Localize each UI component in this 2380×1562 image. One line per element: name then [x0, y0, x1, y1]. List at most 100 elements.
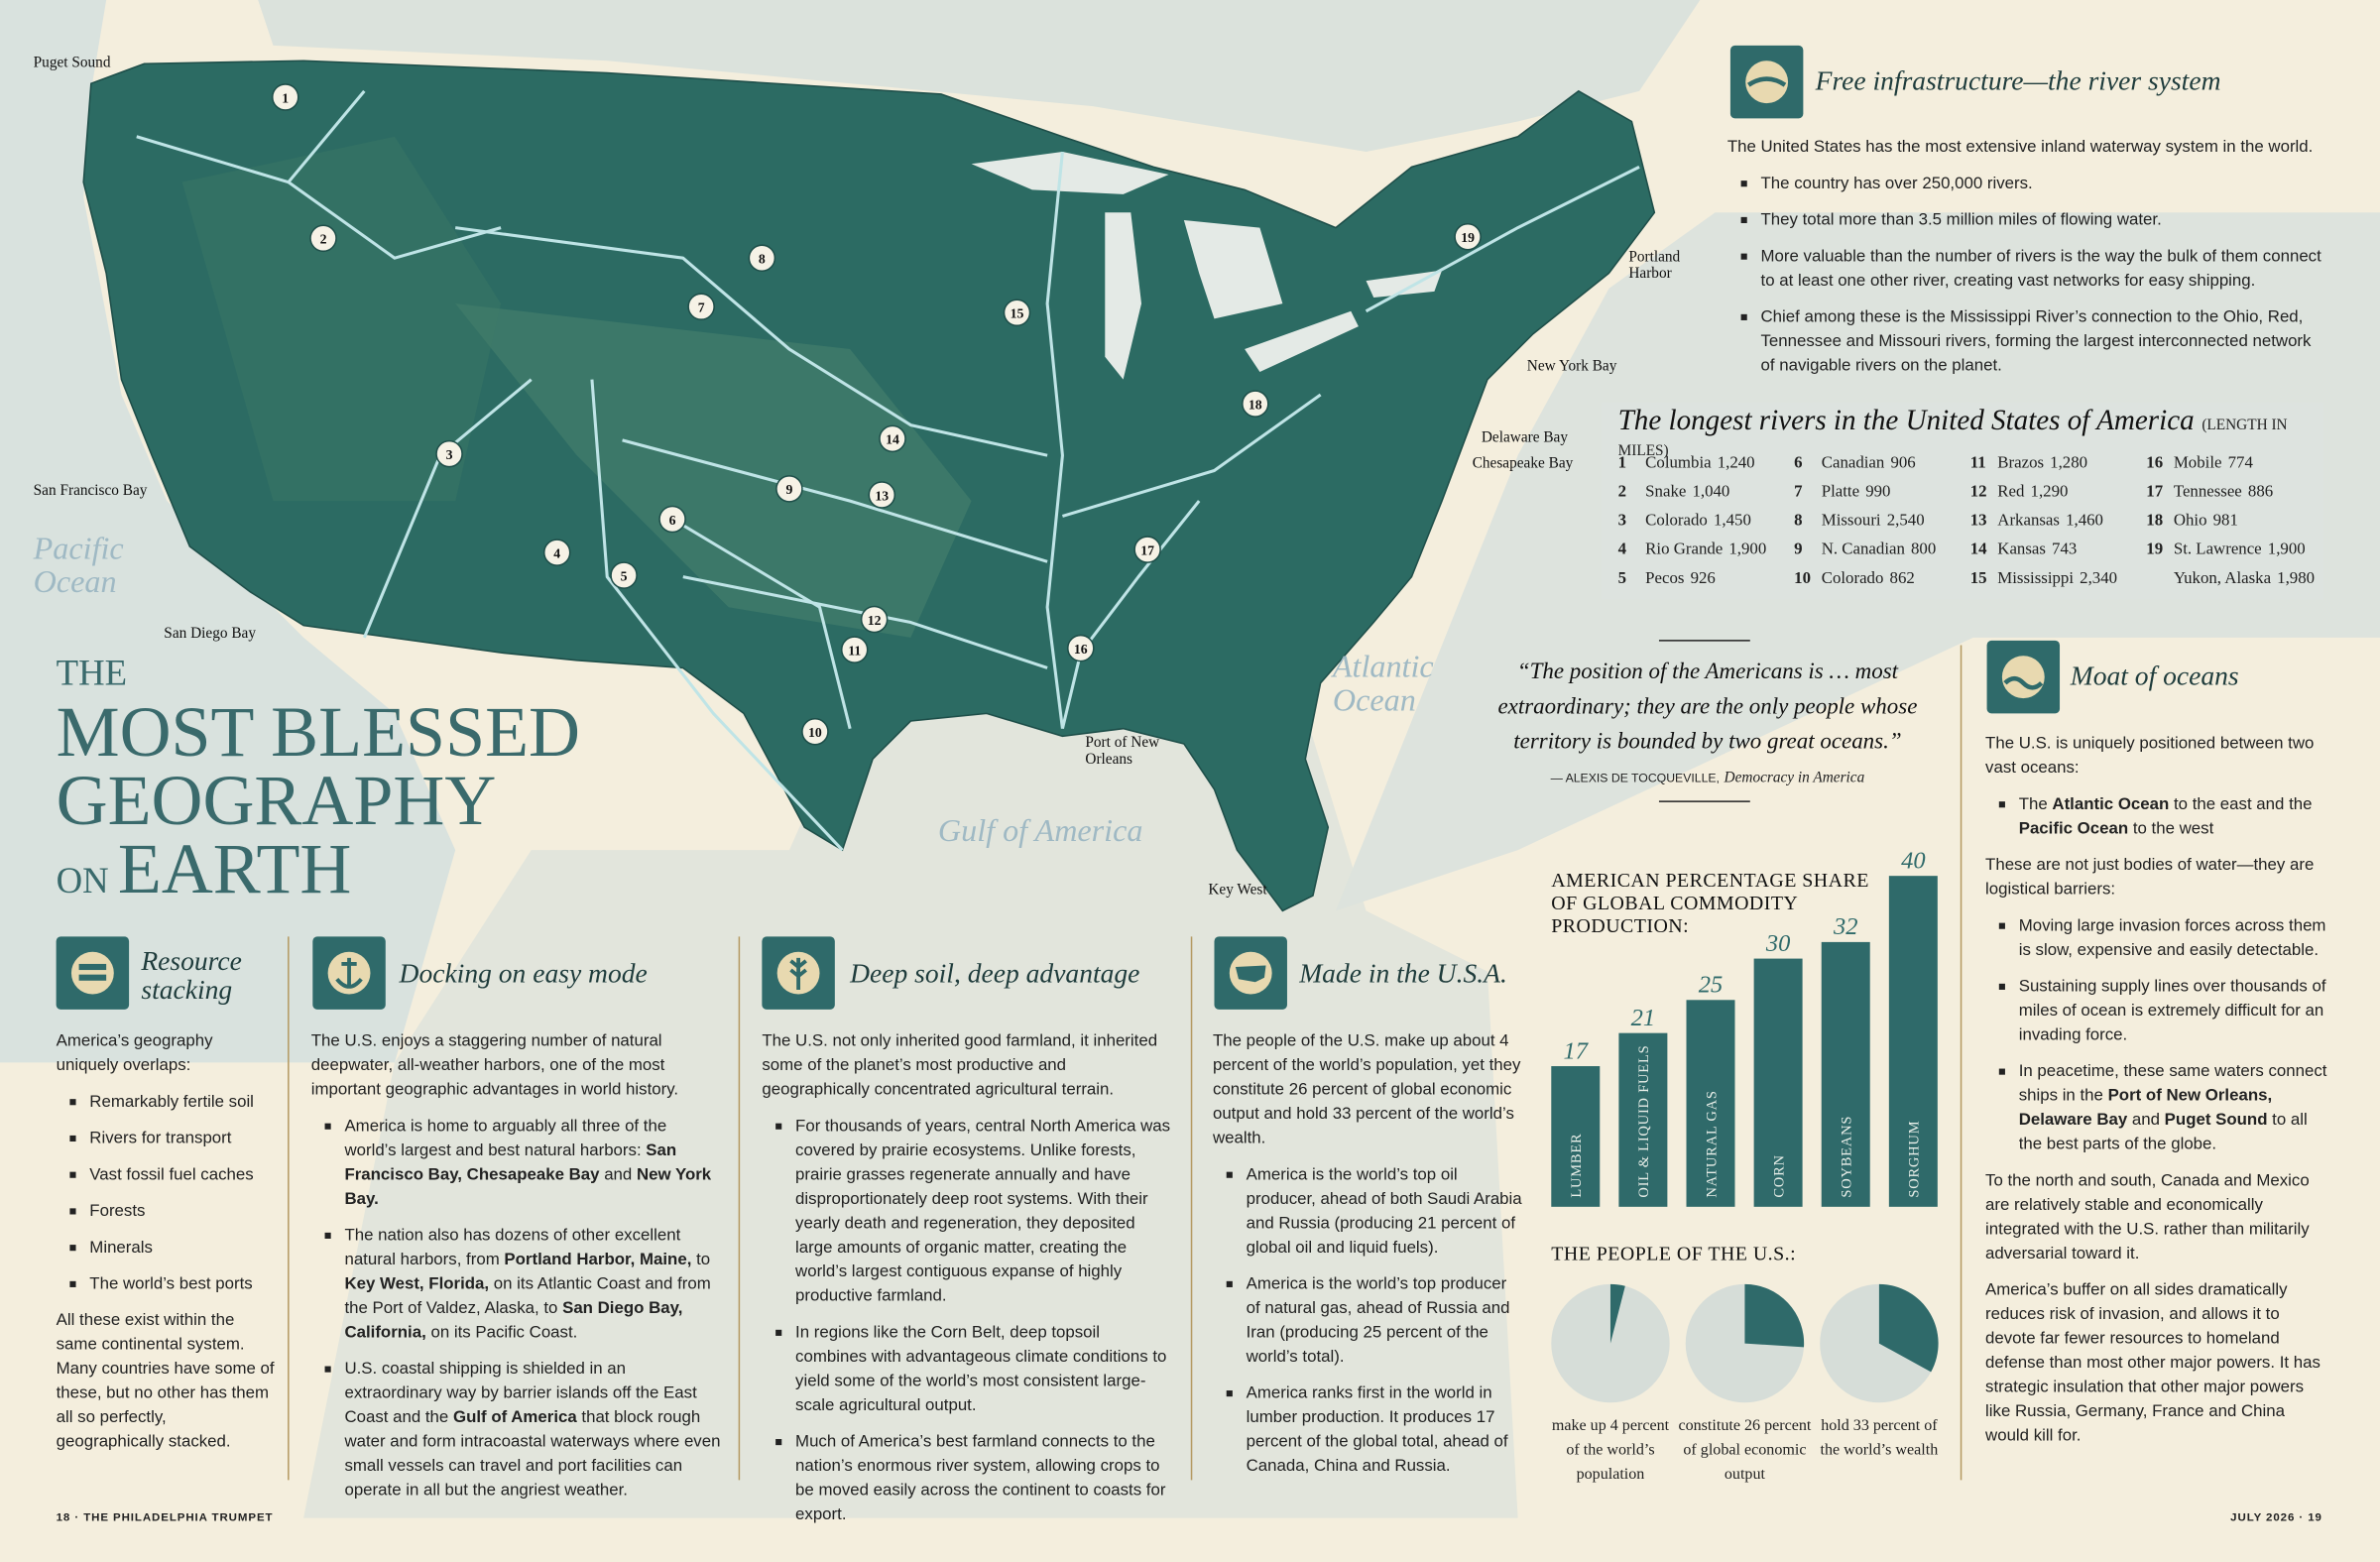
river-line — [1045, 151, 1064, 729]
river-row: 7 Platte 990 — [1794, 480, 1966, 504]
text-run: Minerals — [89, 1238, 153, 1258]
bullet-item: America is the world’s top producer of n… — [1226, 1272, 1524, 1370]
text-run: and — [599, 1165, 637, 1184]
rivers-table-bg — [1601, 402, 2324, 600]
paragraph: These are not just bodies of water—they … — [1985, 853, 2328, 901]
chart-title: AMERICAN PERCENTAGE SHARE OF GLOBAL COMM… — [1551, 869, 1892, 937]
ocean-label: Atlantic Ocean — [1332, 648, 1434, 718]
river-num: 18 — [2146, 511, 2164, 531]
text-run: The U.S. is uniquely positioned between … — [1985, 734, 2315, 778]
river-num: 1 — [1617, 453, 1627, 473]
text-run: These are not just bodies of water—they … — [1985, 856, 2315, 900]
bar-value-label: 32 — [1833, 913, 1857, 940]
text-body: America’s geography uniquely overlaps: Re… — [57, 1029, 277, 1455]
river-num: 19 — [2146, 540, 2164, 559]
title-line: GEOGRAPHY — [56, 762, 497, 841]
text-run: to the east and the — [2169, 795, 2313, 814]
river-row: 5 Pecos 926 — [1618, 566, 1791, 590]
river-length: 1,980 — [2277, 568, 2316, 588]
paragraph: To the north and south, Canada and Mexic… — [1985, 1169, 2328, 1266]
bullet-item: America ranks first in the world in lumb… — [1226, 1382, 1524, 1479]
paragraph: The United States has the most extensive… — [1727, 135, 2327, 159]
canada-water — [258, 0, 1701, 153]
river-row: 2 Snake 1,040 — [1618, 480, 1791, 504]
bar-value-label: 21 — [1631, 1005, 1655, 1031]
ocean-label: Gulf of America — [937, 811, 1143, 849]
paragraph: The people of the U.S. make up about 4 p… — [1213, 1029, 1524, 1150]
place-label: Port of New Orleans — [1085, 734, 1160, 769]
river-name: Mississippi — [1997, 568, 2075, 588]
column-title-box: Docking on easy mode — [400, 959, 734, 988]
bullet-list: The country has over 250,000 rivers. They… — [1727, 172, 2327, 378]
text-run: that block rough water and form intracoa… — [344, 1408, 721, 1501]
river-marker-number: 11 — [848, 643, 861, 658]
bold-run: Port of New Orleans, Delaware Bay — [2018, 1086, 2273, 1130]
section-title: Moat of oceans — [2070, 660, 2239, 691]
footer-right: JULY 2026 · 19 — [2230, 1509, 2322, 1524]
text-run: Moving large invasion forces across them… — [2018, 916, 2326, 960]
bullet-list: The Atlantic Ocean to the east and the P… — [1985, 792, 2328, 841]
bar — [1686, 1000, 1735, 1207]
river-num: 7 — [1794, 482, 1803, 502]
river-row: 1 Columbia 1,240 — [1618, 451, 1791, 475]
river-length: 1,450 — [1713, 511, 1751, 531]
column-title-box: Resource stacking — [141, 946, 270, 1005]
river-marker-number: 9 — [785, 482, 792, 497]
river-marker-number: 12 — [868, 613, 882, 628]
text-body: The people of the U.S. make up about 4 p… — [1213, 1029, 1524, 1479]
paragraph: America’s geography uniquely overlaps: — [57, 1029, 277, 1078]
river-num: 16 — [2146, 453, 2164, 473]
river-name: Red — [1997, 482, 2025, 502]
pie-slice — [1878, 1283, 1939, 1373]
bullet-item: Chief among these is the Mississippi Riv… — [1740, 305, 2327, 378]
river-name: Pecos — [1645, 568, 1685, 588]
column-body: The U.S. enjoys a staggering number of n… — [311, 1029, 721, 1515]
river-name: Brazos — [1997, 453, 2045, 473]
river-marker-number: 19 — [1461, 230, 1475, 245]
text-run: America is the world’s top producer of n… — [1246, 1274, 1510, 1367]
bar-category-label: LUMBER — [1569, 1133, 1585, 1197]
bar — [1821, 941, 1870, 1207]
bold-run: New York Bay. — [344, 1165, 712, 1209]
bullet-item: U.S. coastal shipping is shielded in an … — [324, 1357, 721, 1502]
gulf-water — [303, 713, 1518, 1518]
moat-title-box: Moat of oceans — [2071, 661, 2344, 690]
bullet-item: Moving large invasion forces across them… — [1998, 913, 2328, 962]
river-marker — [1242, 390, 1269, 418]
river-length: 1,900 — [2267, 540, 2306, 559]
river-length: 2,340 — [2080, 568, 2118, 588]
river-marker — [542, 539, 571, 566]
river-marker-number: 4 — [553, 546, 560, 561]
quote-source: Democracy in America — [1724, 770, 1865, 786]
icon-usa — [1214, 936, 1287, 1010]
text-run: on its Pacific Coast. — [425, 1323, 578, 1343]
text-body: The U.S. enjoys a staggering number of n… — [311, 1029, 721, 1503]
bar — [1618, 1032, 1668, 1207]
bold-run: Atlantic Ocean — [2052, 795, 2170, 814]
bar — [1888, 876, 1938, 1207]
river-length: 1,290 — [2030, 482, 2069, 502]
river-num: 3 — [1617, 511, 1627, 531]
bullet-item: More valuable than the number of rivers … — [1740, 244, 2327, 293]
bullet-item: In peacetime, these same waters connect … — [1998, 1059, 2328, 1156]
river-marker-number: 5 — [621, 568, 628, 583]
bar — [1753, 958, 1803, 1207]
lake-ontario — [1366, 270, 1443, 298]
river-name: Tennessee — [2173, 482, 2242, 502]
bar-value-label: 25 — [1699, 972, 1723, 999]
bullet-item: Rivers for transport — [69, 1127, 276, 1150]
text-run: U.S. coastal shipping is shielded in an … — [344, 1360, 697, 1427]
bullet-list: Moving large invasion forces across them… — [1985, 913, 2328, 1156]
quote-author: — ALEXIS DE TOCQUEVILLE, — [1550, 771, 1720, 785]
river-marker — [309, 224, 337, 253]
river-row: 3 Colorado 1,450 — [1618, 509, 1791, 533]
bar-category-label: SORGHUM — [1907, 1121, 1923, 1198]
chart-title: THE PEOPLE OF THE U.S.: — [1551, 1242, 1931, 1264]
river-num: 13 — [1969, 511, 1987, 531]
pie-label: constitute 26 percent of global economic… — [1678, 1415, 1812, 1488]
bar-category-label: CORN — [1771, 1154, 1787, 1197]
river-name: Ohio — [2173, 511, 2207, 531]
bold-run: Key West, Florida, — [344, 1274, 490, 1294]
text-run: The nation also has dozens of other exce… — [344, 1226, 681, 1269]
river-length: 743 — [2052, 540, 2078, 559]
